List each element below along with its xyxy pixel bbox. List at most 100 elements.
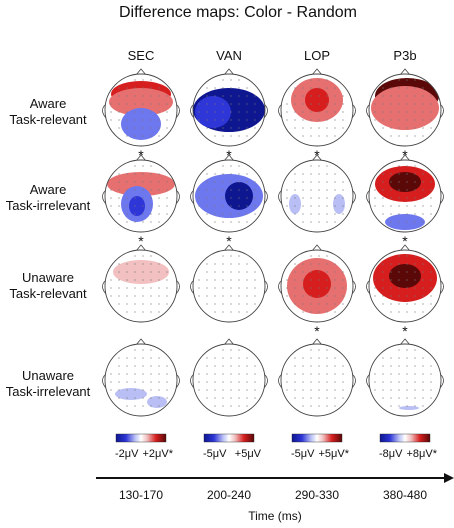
head-outline <box>368 73 442 147</box>
time-tick-3: 290-330 <box>295 488 339 502</box>
nose <box>135 338 147 346</box>
scalp-map-aware-irrelevant-p3b: * <box>366 154 444 249</box>
electrode-grid <box>110 79 168 137</box>
activation-blob <box>389 264 421 288</box>
color-scale-max-label: +5μV* <box>319 448 350 460</box>
electrode-grid <box>110 349 168 407</box>
nose <box>223 154 235 162</box>
scalp-map-unaware-relevant-p3b: * <box>366 244 444 339</box>
column-headers: SEC VAN LOP P3b <box>128 48 417 63</box>
activation-layer <box>193 88 265 132</box>
scalp-map-unaware-irrelevant-lop <box>278 338 356 417</box>
row-label-aware-relevant-line1: Aware <box>30 96 67 111</box>
scalp-map-aware-relevant-lop: * <box>278 68 356 163</box>
head-outline <box>104 343 178 417</box>
row-label-aware-irrelevant-line1: Aware <box>30 182 67 197</box>
color-scale-p3b: -8μV +8μV* <box>379 433 438 460</box>
nose <box>135 68 147 76</box>
row-label-unaware-relevant-line2: Task-relevant <box>9 286 87 301</box>
nose <box>399 68 411 76</box>
color-scale-max-label: +5μV <box>235 448 262 460</box>
activation-blob <box>371 86 439 130</box>
activation-layer <box>373 254 437 302</box>
head-outline <box>104 73 178 147</box>
scalp-map-aware-relevant-p3b: * <box>366 68 444 163</box>
activation-blob <box>305 88 329 112</box>
electrode-grid <box>110 255 168 313</box>
column-header-lop: LOP <box>304 48 330 63</box>
scalp-map-unaware-irrelevant-van <box>190 338 268 417</box>
time-tick-2: 200-240 <box>207 488 251 502</box>
head-outline <box>280 73 354 147</box>
electrode-grid <box>286 79 344 137</box>
electrode-grid <box>110 165 168 223</box>
head-outline <box>192 73 266 147</box>
activation-layer <box>291 78 343 122</box>
color-scale-min-label: -8μV <box>379 448 403 460</box>
color-scale-max-label: +2μV* <box>143 448 174 460</box>
electrode-grid <box>286 255 344 313</box>
time-axis: 130-170 200-240 290-330 380-480 Time (ms… <box>96 473 454 523</box>
activation-blob <box>113 260 169 284</box>
row-label-unaware-irrelevant-line2: Task-irrelevant <box>6 384 91 399</box>
nose <box>311 154 323 162</box>
activation-blob <box>399 406 419 410</box>
color-scale-bar <box>379 433 431 443</box>
color-scale-min-label: -5μV <box>203 448 227 460</box>
nose <box>399 154 411 162</box>
electrode-grid <box>374 255 432 313</box>
activation-blob <box>303 270 331 298</box>
activation-blob <box>333 194 345 214</box>
activation-layer <box>399 406 419 410</box>
head-outline <box>192 249 266 323</box>
row-label-aware-relevant-line2: Task-relevant <box>9 112 87 127</box>
color-scale-bar <box>203 433 255 443</box>
scalp-map-unaware-relevant-van <box>190 244 268 323</box>
color-scale-bar <box>115 433 167 443</box>
activation-blob <box>385 214 425 230</box>
column-header-p3b: P3b <box>393 48 416 63</box>
row-label-unaware-irrelevant-line1: Unaware <box>22 368 74 383</box>
scalp-map-unaware-irrelevant-p3b <box>366 338 444 417</box>
head-outline <box>280 249 354 323</box>
significance-marker: * <box>138 233 144 249</box>
color-scale-van: -5μV +5μV <box>203 433 262 460</box>
activation-layer <box>287 258 347 314</box>
column-header-sec: SEC <box>128 48 155 63</box>
nose <box>399 244 411 252</box>
color-scale-sec: -2μV +2μV* <box>115 433 174 460</box>
head-outline <box>192 343 266 417</box>
activation-layer <box>109 81 173 140</box>
scalp-map-unaware-relevant-sec <box>102 244 180 323</box>
activation-blob <box>129 196 145 216</box>
nose <box>311 68 323 76</box>
color-scale-min-label: -2μV <box>115 448 139 460</box>
scalp-map-aware-irrelevant-sec: * <box>102 154 180 249</box>
scalp-map-aware-irrelevant-lop <box>278 154 356 233</box>
row-labels: Aware Task-relevant Aware Task-irrelevan… <box>6 96 91 399</box>
nose <box>311 338 323 346</box>
head-outline <box>368 249 442 323</box>
nose <box>135 244 147 252</box>
activation-layer <box>289 194 345 214</box>
nose <box>399 338 411 346</box>
time-tick-1: 130-170 <box>119 488 163 502</box>
electrode-grid <box>374 79 432 137</box>
nose <box>135 154 147 162</box>
column-header-van: VAN <box>216 48 242 63</box>
activation-blob <box>115 388 147 400</box>
color-scale-min-label: -5μV <box>291 448 315 460</box>
activation-blob <box>121 108 161 140</box>
head-outline <box>368 343 442 417</box>
electrode-grid <box>374 349 432 407</box>
activation-layer <box>113 260 169 284</box>
head-outline <box>280 343 354 417</box>
electrode-grid <box>198 79 256 137</box>
activation-blob <box>289 194 301 214</box>
figure-title: Difference maps: Color - Random <box>119 4 357 21</box>
electrode-grid <box>198 349 256 407</box>
nose <box>223 68 235 76</box>
activation-blob <box>195 96 231 128</box>
activation-layer <box>375 166 435 230</box>
